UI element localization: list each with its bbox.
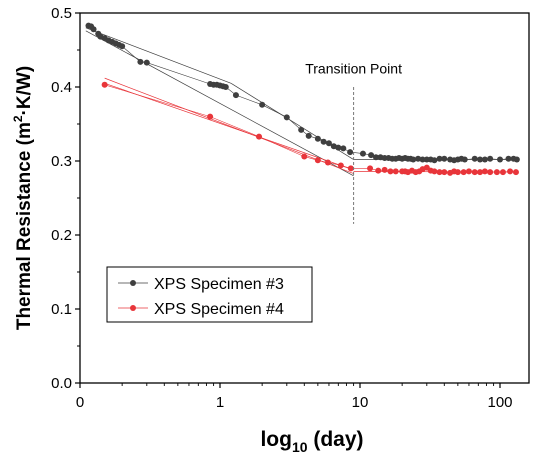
data-point <box>325 140 332 147</box>
data-point <box>137 58 144 65</box>
x-axis-title-main: log <box>260 428 292 451</box>
x-tick-label: 1 <box>216 394 224 411</box>
data-point <box>441 155 448 162</box>
data-point <box>392 168 399 175</box>
data-point <box>298 126 305 133</box>
data-point <box>368 152 375 159</box>
data-point <box>301 153 308 160</box>
trend-line-series-4 <box>104 77 354 174</box>
transition-label: Transition Point <box>305 61 402 77</box>
data-point <box>471 169 478 176</box>
data-point <box>347 165 354 172</box>
data-point <box>387 168 394 175</box>
data-point <box>471 155 478 162</box>
data-point <box>375 167 382 174</box>
data-point <box>493 169 500 176</box>
data-point <box>359 150 366 157</box>
data-point <box>232 92 239 99</box>
data-point <box>381 166 388 173</box>
data-point <box>119 43 126 50</box>
legend-box <box>106 266 313 323</box>
x-tick-label: 10 <box>352 394 369 411</box>
axis-ticks: 0.0 0.1 0.2 0.3 0.4 0.5 0 1 10 100 <box>51 5 512 411</box>
data-point <box>259 101 266 108</box>
data-point <box>143 59 150 66</box>
data-point <box>283 114 290 121</box>
y-axis-title-main: Thermal Resistance (m <box>14 122 35 330</box>
y-axis-title-rest: ·K/W) <box>14 66 35 116</box>
data-point <box>320 138 327 145</box>
data-point <box>481 156 488 163</box>
legend-label-series-3: XPS Specimen #3 <box>154 276 284 293</box>
trend-line-series-4 <box>104 82 354 171</box>
y-axis-title: Thermal Resistance (m2·K/W) <box>11 66 35 330</box>
data-point <box>101 81 108 88</box>
x-axis-title: log10 (day) <box>260 428 363 455</box>
data-point <box>415 155 422 162</box>
legend-marker-series-3 <box>130 280 136 286</box>
x-tick-label: 0 <box>76 394 84 411</box>
data-point <box>367 165 374 172</box>
y-tick-label: 0.2 <box>51 227 72 244</box>
data-point <box>465 168 472 175</box>
data-point <box>340 145 347 152</box>
x-axis-title-sub: 10 <box>292 439 308 455</box>
data-point <box>477 169 484 176</box>
data-point <box>436 169 443 176</box>
y-axis-title-sup: 2 <box>11 115 25 122</box>
x-tick-label: 100 <box>487 394 512 411</box>
data-point <box>513 156 520 163</box>
legend-marker-series-4 <box>130 305 136 311</box>
data-point <box>431 157 438 164</box>
data-point <box>481 168 488 175</box>
y-tick-label: 0.5 <box>51 5 72 22</box>
data-point <box>207 113 214 120</box>
trend-line-series-3 <box>85 30 354 177</box>
data-point <box>487 169 494 176</box>
y-tick-label: 0.0 <box>51 375 72 392</box>
data-point <box>347 149 354 156</box>
data-point <box>454 169 461 176</box>
data-point <box>441 169 448 176</box>
trend-lines <box>85 27 517 177</box>
trend-line-series-3 <box>85 27 232 84</box>
legend-label-series-4: XPS Specimen #4 <box>154 301 284 318</box>
data-point <box>337 162 344 169</box>
legend: XPS Specimen #3 XPS Specimen #4 <box>106 266 313 323</box>
data-point <box>505 155 512 162</box>
data-point <box>256 133 263 140</box>
data-point <box>507 168 514 175</box>
series-layer <box>85 22 520 176</box>
data-point <box>431 168 438 175</box>
data-point <box>497 156 503 163</box>
data-point <box>487 155 494 162</box>
y-tick-label: 0.4 <box>51 79 72 96</box>
y-tick-label: 0.1 <box>51 301 72 318</box>
data-point <box>330 143 337 150</box>
data-point <box>512 169 519 176</box>
data-point <box>314 135 321 142</box>
data-point <box>372 154 379 161</box>
series-line-3 <box>88 25 517 161</box>
data-point <box>222 84 229 90</box>
data-point <box>324 159 331 166</box>
data-point <box>90 26 97 33</box>
y-tick-label: 0.3 <box>51 153 72 170</box>
data-point <box>436 155 443 162</box>
data-point <box>305 132 312 139</box>
data-point <box>314 157 321 164</box>
data-point <box>335 144 342 151</box>
data-point <box>461 156 468 163</box>
data-point <box>410 156 417 163</box>
data-point <box>499 169 506 176</box>
data-point <box>419 156 426 163</box>
x-axis-title-rest: (day) <box>308 428 364 451</box>
data-point <box>477 156 484 163</box>
data-point <box>460 169 467 176</box>
